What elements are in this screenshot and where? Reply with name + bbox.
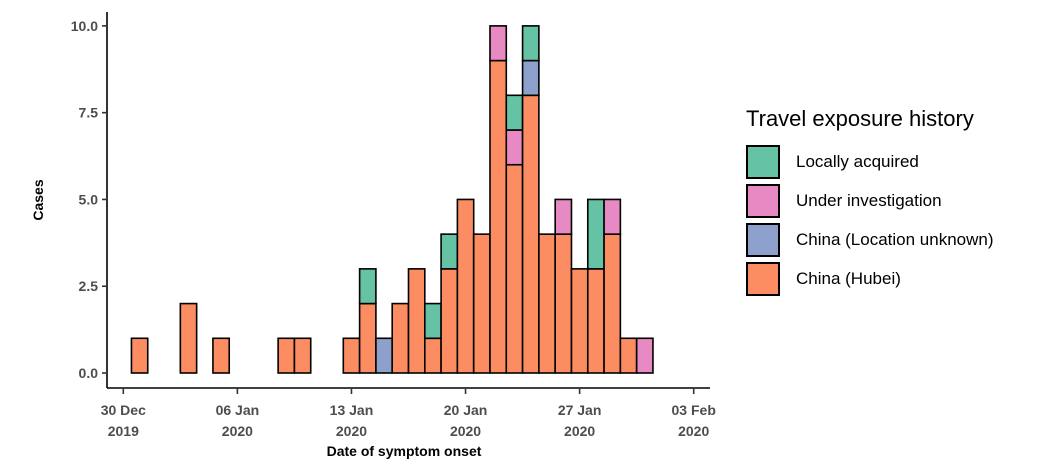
x-tick-label-year: 2020 <box>678 423 709 439</box>
legend-title: Travel exposure history <box>746 106 974 131</box>
legend: Travel exposure history Locally acquired… <box>746 106 994 298</box>
bar-segment-china-hubei <box>407 268 426 374</box>
bar-segment-china-hubei <box>619 337 638 374</box>
bar-segment-locally-acquired <box>358 268 377 305</box>
bar-segment-locally-acquired <box>440 233 459 270</box>
bar-segment-under-investigation <box>603 198 622 235</box>
bar-segment-china-hubei <box>538 233 556 374</box>
bar-segment-locally-acquired <box>586 198 605 270</box>
legend-key-swatch <box>746 144 780 179</box>
legend-label: China (Hubei) <box>796 268 901 288</box>
legend-label: Locally acquired <box>796 151 919 171</box>
bar-segment-china-hubei <box>456 198 475 374</box>
bar-segment-china-hubei <box>570 268 589 374</box>
bar-segment-china-hubei <box>179 302 198 374</box>
x-tick-label: 03 Feb <box>672 402 716 418</box>
bar-segment-under-investigation <box>635 337 654 374</box>
bar-segment-china-hubei <box>554 233 573 374</box>
bar-segment-china-hubei <box>472 233 491 374</box>
x-tick-label: 13 Jan <box>330 402 374 418</box>
bar-segment-china-hubei <box>440 268 459 374</box>
legend-label: Under investigation <box>796 190 942 210</box>
bar-segment-china-hubei <box>505 163 524 374</box>
legend-item: Locally acquired <box>746 142 994 181</box>
x-axis-title: Date of symptom onset <box>327 443 482 459</box>
bar-segment-china-hubei <box>521 94 540 374</box>
legend-item: China (Location unknown) <box>746 220 994 259</box>
bar-segment-china-location-unknown <box>521 59 540 97</box>
legend-key-swatch <box>746 261 780 296</box>
bar-segment-china-hubei <box>212 337 231 374</box>
bar-segment-china-hubei <box>586 268 605 374</box>
bar-segment-china-hubei <box>342 337 361 374</box>
bar-segment-china-hubei <box>603 233 622 374</box>
legend-key-swatch <box>746 222 780 257</box>
bar-segment-locally-acquired <box>505 94 524 131</box>
x-tick-label-year: 2020 <box>336 423 367 439</box>
legend-label: China (Location unknown) <box>796 229 994 249</box>
bar-segment-under-investigation <box>554 198 573 235</box>
bar-segment-under-investigation <box>489 25 508 62</box>
x-tick-label: 27 Jan <box>558 402 602 418</box>
legend-item: China (Hubei) <box>746 259 994 298</box>
bar-segment-china-hubei <box>130 337 149 374</box>
bar-segment-china-hubei <box>277 337 296 374</box>
bar-segment-locally-acquired <box>423 302 442 340</box>
bar-segment-china-hubei <box>423 337 442 374</box>
x-tick-label-year: 2020 <box>564 423 595 439</box>
x-tick-label-year: 2019 <box>108 423 139 439</box>
y-axis-title: Cases <box>30 179 46 220</box>
legend-item: Under investigation <box>746 181 994 220</box>
legend-key-swatch <box>746 183 780 218</box>
y-tick-label: 10.0 <box>71 18 98 34</box>
x-tick-label: 06 Jan <box>216 402 260 418</box>
bar-segment-china-location-unknown <box>375 337 394 374</box>
bar-segment-under-investigation <box>505 129 524 166</box>
bar-segment-china-hubei <box>293 337 312 374</box>
bar-segment-china-hubei <box>391 302 410 374</box>
bar-segment-locally-acquired <box>521 25 540 62</box>
y-axis-ticks: 0.0 2.5 5.0 7.5 10.0 <box>71 18 107 381</box>
x-tick-label-year: 2020 <box>450 423 481 439</box>
x-axis-ticks: 30 Dec 2019 06 Jan 2020 13 Jan 2020 20 Jan 2020… <box>101 388 716 439</box>
x-tick-label: 30 Dec <box>101 402 146 418</box>
bar-segment-china-hubei <box>358 302 377 374</box>
x-tick-label: 20 Jan <box>444 402 488 418</box>
y-tick-label: 2.5 <box>79 278 99 294</box>
y-tick-label: 7.5 <box>79 105 99 121</box>
bar-segment-china-hubei <box>489 59 508 374</box>
bar-layer <box>130 25 654 374</box>
y-tick-label: 5.0 <box>79 191 99 207</box>
legend-items: Locally acquired Under investigation China… <box>746 142 994 298</box>
x-tick-label-year: 2020 <box>222 423 253 439</box>
y-tick-label: 0.0 <box>79 365 99 381</box>
